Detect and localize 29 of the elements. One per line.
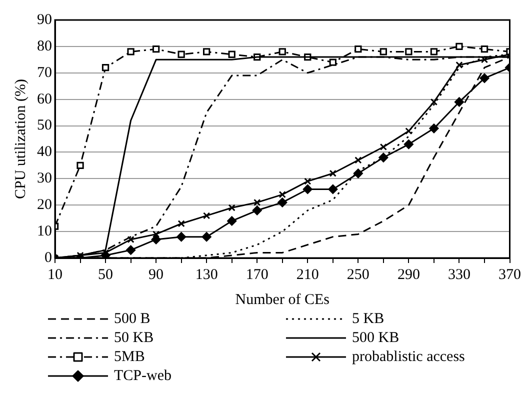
x-tick-label: 10 <box>48 266 62 283</box>
y-tick-label: 10 <box>37 223 52 240</box>
legend-label: 500 KB <box>352 330 400 346</box>
y-tick-label: 60 <box>37 91 52 108</box>
y-tick-label: 70 <box>37 64 52 81</box>
x-tick-label: 290 <box>397 266 420 283</box>
y-axis-title: CPU utilization (%) <box>12 79 29 199</box>
y-tick-label: 50 <box>37 118 52 134</box>
legend-label: probablistic access <box>352 348 466 365</box>
y-tick-label: 30 <box>37 170 52 187</box>
y-tick-label: 90 <box>37 12 52 28</box>
legend-label: 5 KB <box>352 310 384 327</box>
x-tick-label: 130 <box>195 266 218 283</box>
legend-label: 500 B <box>114 310 150 327</box>
y-tick-label: 80 <box>37 38 52 54</box>
legend-label: 5MB <box>114 348 145 365</box>
x-axis-title: Number of CEs <box>235 292 330 308</box>
y-tick-label: 40 <box>37 144 52 160</box>
legend-label: TCP-web <box>114 368 172 384</box>
x-tick-label: 370 <box>498 266 521 283</box>
x-tick-label: 250 <box>346 266 370 283</box>
legend-label: 50 KB <box>114 330 154 346</box>
x-tick-label: 330 <box>448 266 470 283</box>
x-tick-label: 50 <box>98 266 114 283</box>
y-tick-label: 0 <box>44 250 52 266</box>
y-tick-label: 20 <box>37 197 52 214</box>
x-tick-label: 170 <box>246 266 268 283</box>
x-tick-label: 90 <box>148 266 164 283</box>
x-tick-label: 210 <box>296 266 319 283</box>
